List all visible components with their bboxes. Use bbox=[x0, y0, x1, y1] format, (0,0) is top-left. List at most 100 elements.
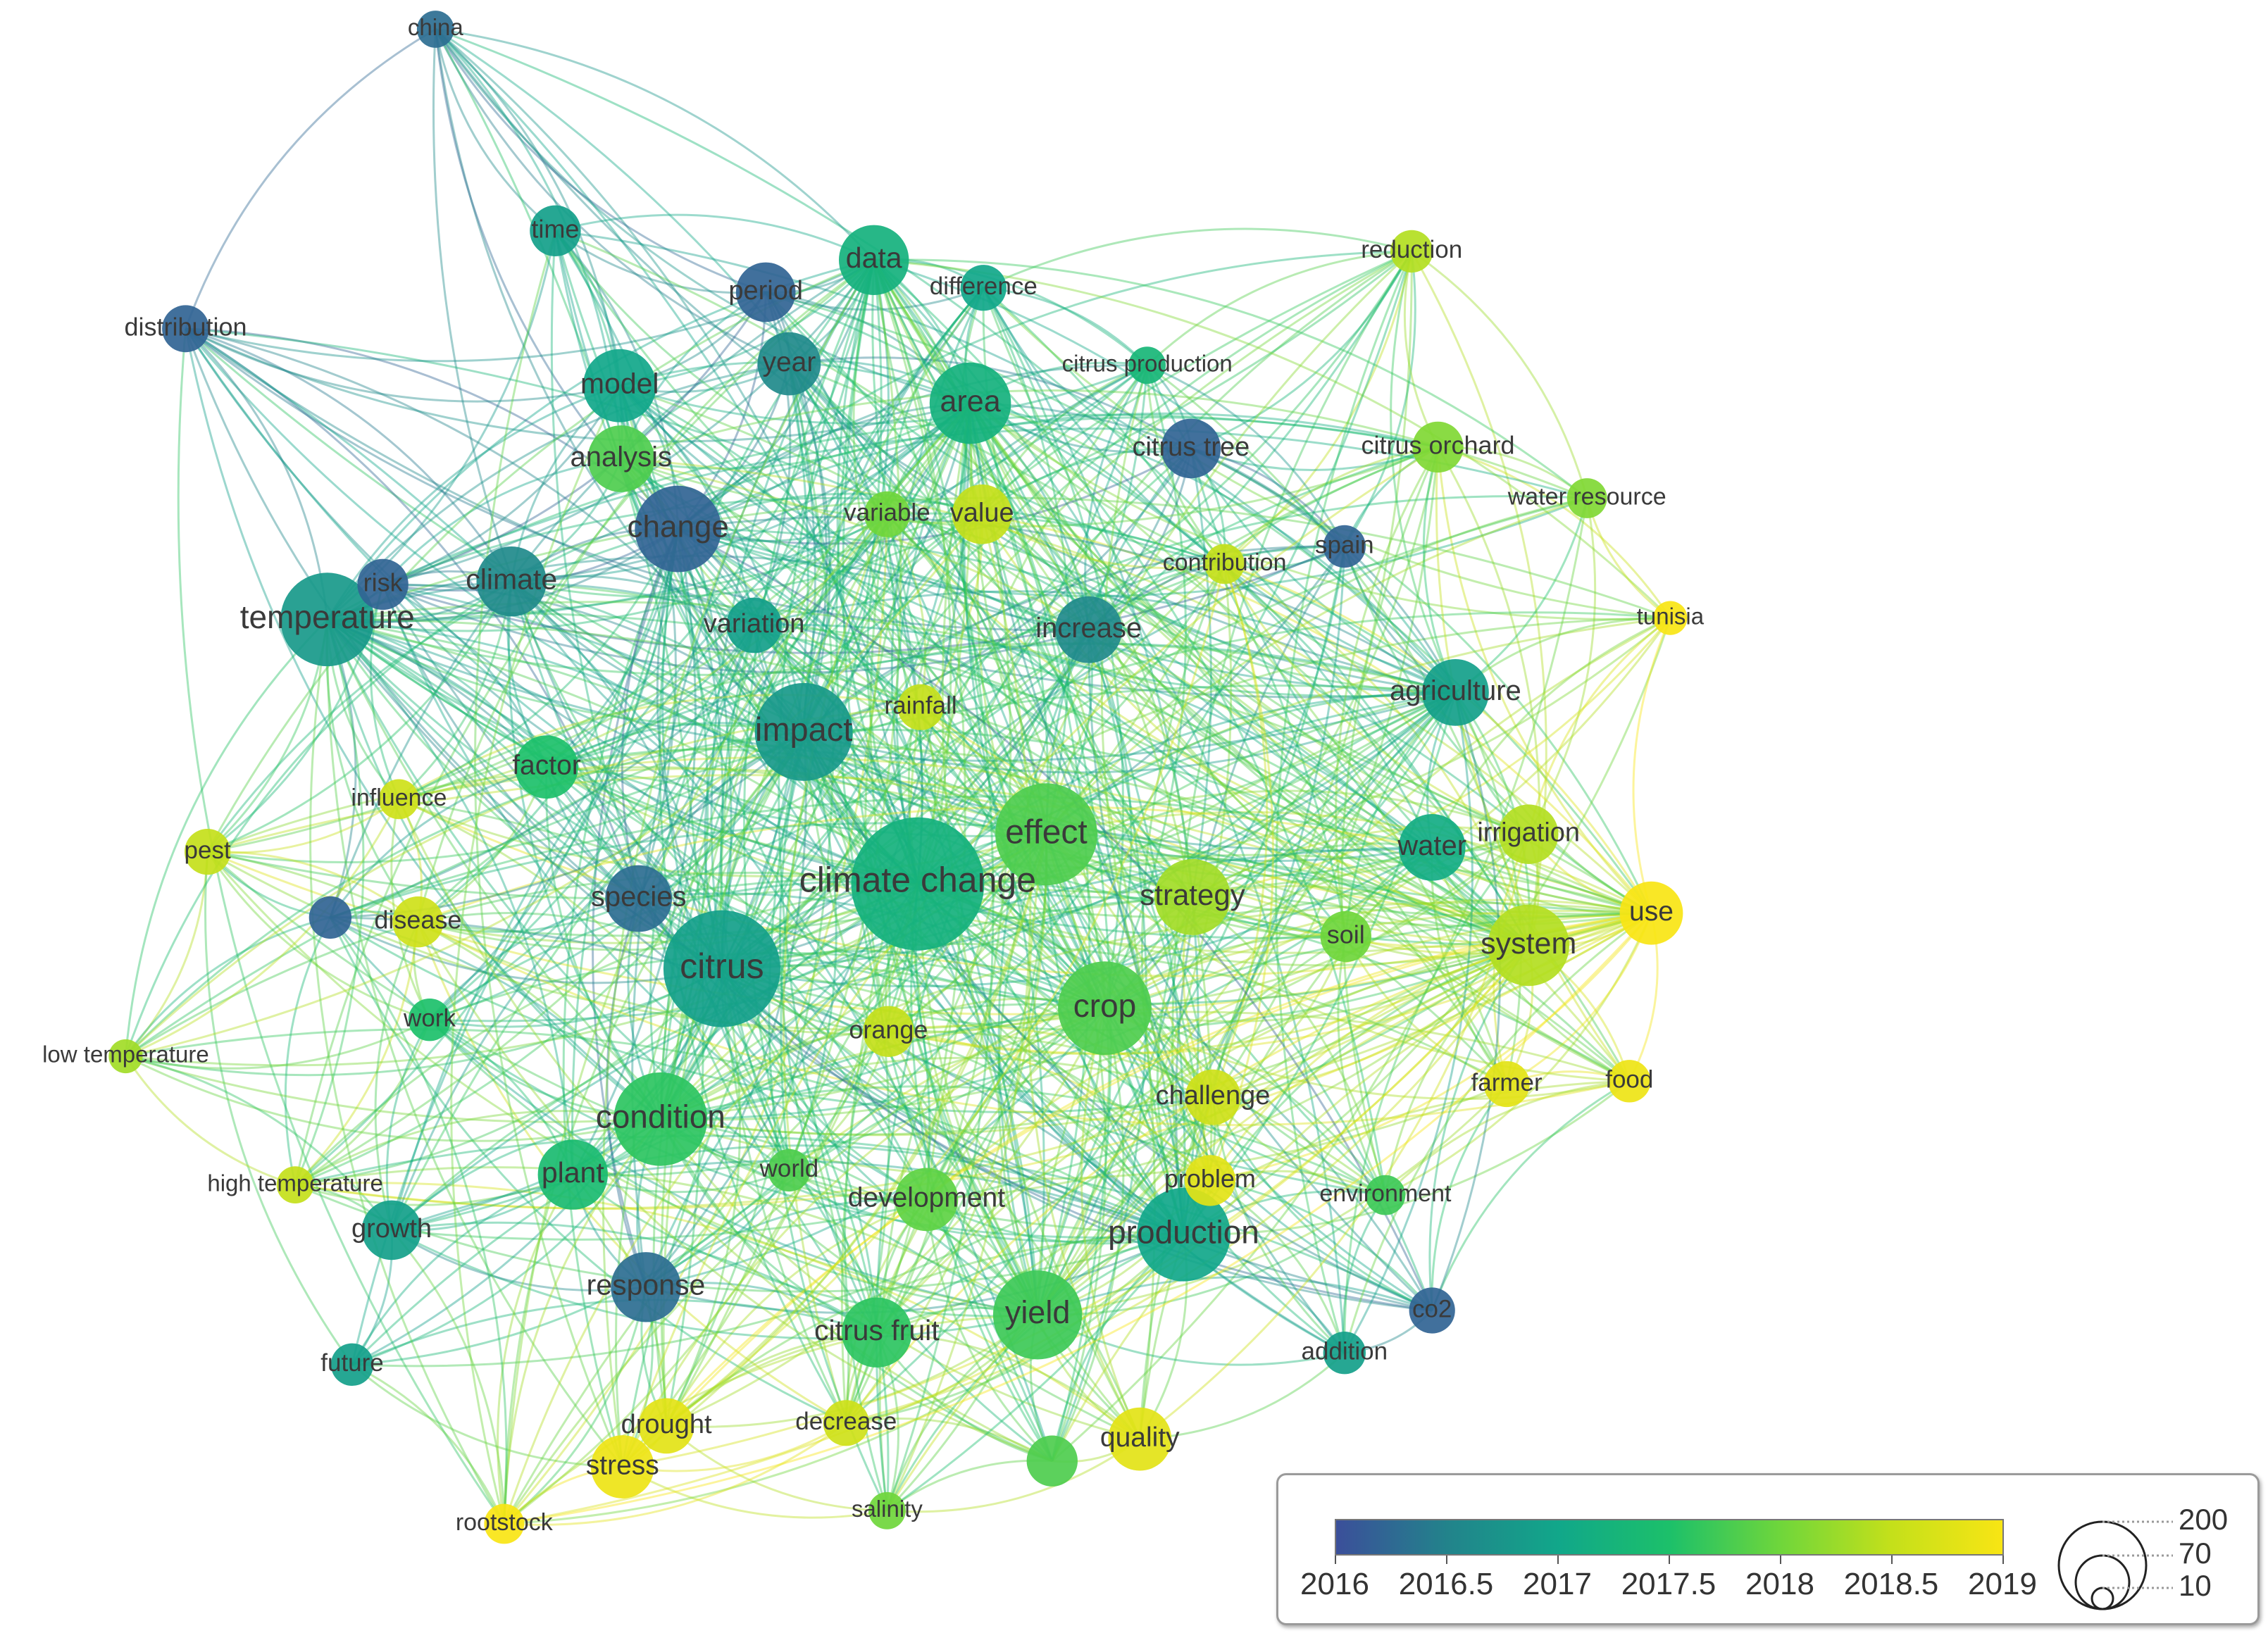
node-time[interactable] bbox=[530, 205, 581, 256]
node-citrus-fruit[interactable] bbox=[842, 1297, 912, 1368]
node-environment[interactable] bbox=[1365, 1175, 1406, 1215]
node-pest[interactable] bbox=[185, 829, 231, 875]
node-low-temperature[interactable] bbox=[108, 1039, 143, 1074]
node-work[interactable] bbox=[408, 999, 451, 1041]
node-contribution[interactable] bbox=[1204, 544, 1245, 584]
edge-pest-future bbox=[204, 851, 354, 1365]
node-citrus[interactable] bbox=[663, 910, 780, 1027]
edge-tunisia-data bbox=[873, 258, 1671, 619]
edge-factor-yield bbox=[546, 765, 1039, 1315]
node-water[interactable] bbox=[1398, 814, 1466, 881]
node-climate-change[interactable] bbox=[851, 817, 985, 951]
edge-quality-citrus_fruit bbox=[876, 1331, 1141, 1440]
node-china[interactable] bbox=[416, 11, 454, 48]
edge-future-rootstock bbox=[351, 1363, 506, 1525]
edge-factor-variable bbox=[546, 513, 888, 768]
node-model[interactable] bbox=[582, 349, 656, 423]
edge-high_temperature-temperature bbox=[294, 619, 365, 1186]
node-citrus-production[interactable] bbox=[1128, 346, 1166, 384]
node-food[interactable] bbox=[1608, 1060, 1651, 1103]
node-increase[interactable] bbox=[1055, 596, 1123, 663]
node-irrigation[interactable] bbox=[1498, 804, 1559, 864]
node-quality[interactable] bbox=[1108, 1407, 1172, 1471]
node-temperature[interactable] bbox=[280, 573, 375, 667]
node-period[interactable] bbox=[735, 262, 796, 323]
node-purple-node[interactable] bbox=[309, 896, 352, 939]
node-spain[interactable] bbox=[1323, 525, 1366, 568]
edge-strategy-change bbox=[678, 527, 1194, 898]
edge-citrus_production-system bbox=[1146, 364, 1530, 946]
edge-effect-yield bbox=[997, 834, 1047, 1315]
node-difference[interactable] bbox=[960, 265, 1007, 311]
node-reduction[interactable] bbox=[1390, 230, 1433, 273]
node-co2[interactable] bbox=[1409, 1287, 1455, 1334]
edge-factor-use bbox=[546, 765, 1652, 954]
node-agriculture[interactable] bbox=[1421, 659, 1489, 726]
node-variable[interactable] bbox=[864, 491, 910, 537]
edge-risk-data bbox=[382, 259, 875, 586]
node-response[interactable] bbox=[611, 1252, 681, 1322]
label-strategy: strategy bbox=[1140, 878, 1245, 911]
node-strategy[interactable] bbox=[1154, 858, 1230, 935]
edge-environment-condition bbox=[660, 1085, 1386, 1196]
edge-green_node-crop bbox=[1051, 1008, 1125, 1462]
node-climate[interactable] bbox=[476, 546, 547, 617]
node-problem[interactable] bbox=[1184, 1155, 1236, 1206]
node-farmer[interactable] bbox=[1483, 1060, 1530, 1108]
node-impact[interactable] bbox=[754, 682, 853, 781]
edge-influence-variable bbox=[399, 513, 888, 801]
node-year[interactable] bbox=[757, 332, 821, 396]
node-salinity[interactable] bbox=[868, 1491, 906, 1529]
node-challenge[interactable] bbox=[1185, 1069, 1241, 1125]
node-condition[interactable] bbox=[613, 1072, 708, 1166]
node-development[interactable] bbox=[895, 1168, 959, 1232]
node-stress[interactable] bbox=[590, 1435, 654, 1499]
edge-risk-model bbox=[382, 384, 621, 586]
node-green-node[interactable] bbox=[1026, 1435, 1078, 1487]
node-analysis[interactable] bbox=[587, 425, 655, 492]
node-value[interactable] bbox=[952, 484, 1012, 544]
edge-citrus_fruit-data bbox=[778, 259, 878, 1333]
edge-purple_node-decrease bbox=[329, 917, 847, 1425]
node-change[interactable] bbox=[635, 485, 722, 573]
node-orange[interactable] bbox=[863, 1006, 914, 1058]
node-risk[interactable] bbox=[357, 558, 409, 611]
edge-farmer-yield bbox=[1037, 1083, 1508, 1316]
node-area[interactable] bbox=[929, 362, 1011, 444]
node-effect[interactable] bbox=[995, 783, 1097, 886]
node-high-temperature[interactable] bbox=[276, 1166, 314, 1203]
node-tunisia[interactable] bbox=[1653, 601, 1688, 635]
node-distribution[interactable] bbox=[162, 305, 209, 353]
node-water-resource[interactable] bbox=[1566, 478, 1607, 518]
node-citrus-tree[interactable] bbox=[1161, 418, 1221, 479]
edge-variation-condition bbox=[649, 625, 755, 1120]
node-yield[interactable] bbox=[992, 1270, 1083, 1360]
node-influence[interactable] bbox=[379, 779, 419, 820]
edge-citrus_production-increase bbox=[1084, 364, 1148, 630]
node-drought[interactable] bbox=[638, 1398, 694, 1454]
node-growth[interactable] bbox=[361, 1200, 422, 1260]
node-system[interactable] bbox=[1488, 904, 1569, 987]
node-future[interactable] bbox=[330, 1343, 374, 1387]
node-citrus-orchard[interactable] bbox=[1412, 421, 1464, 473]
node-addition[interactable] bbox=[1323, 1332, 1366, 1375]
node-plant[interactable] bbox=[537, 1139, 608, 1210]
edge-rootstock-model bbox=[450, 385, 621, 1525]
node-variation[interactable] bbox=[726, 597, 782, 653]
node-soil[interactable] bbox=[1320, 911, 1372, 963]
node-production[interactable] bbox=[1137, 1187, 1230, 1282]
node-crop[interactable] bbox=[1058, 961, 1152, 1055]
node-world[interactable] bbox=[768, 1149, 811, 1192]
edge-co2-agriculture bbox=[1431, 692, 1502, 1311]
node-factor[interactable] bbox=[515, 735, 578, 799]
node-rainfall[interactable] bbox=[897, 684, 944, 730]
node-decrease[interactable] bbox=[823, 1400, 869, 1446]
node-species[interactable] bbox=[605, 865, 673, 932]
edge-temperature-production bbox=[327, 618, 1185, 1236]
edge-china-distribution bbox=[185, 28, 437, 330]
node-data[interactable] bbox=[839, 225, 909, 295]
node-use[interactable] bbox=[1619, 881, 1683, 945]
edge-temperature-condition bbox=[326, 619, 661, 1120]
node-rootstock[interactable] bbox=[484, 1503, 525, 1544]
node-disease[interactable] bbox=[392, 896, 444, 948]
